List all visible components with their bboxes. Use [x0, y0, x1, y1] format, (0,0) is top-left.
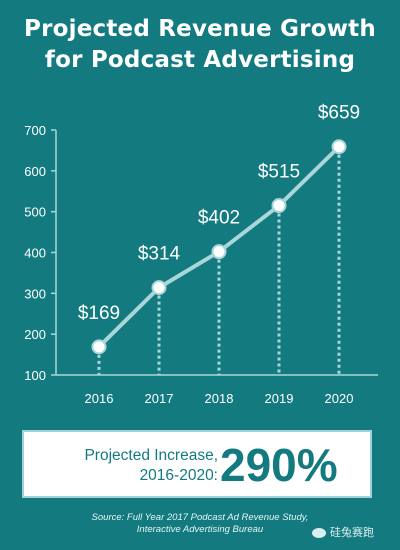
data-label: $515 — [258, 162, 300, 183]
source-line1: Source: Full Year 2017 Podcast Ad Revenu… — [91, 512, 309, 523]
callout-label-line2: 2016-2020: — [139, 467, 218, 484]
data-point — [151, 280, 167, 296]
source-line2: Interactive Advertising Bureau — [136, 524, 264, 535]
data-point — [91, 339, 107, 355]
source-note: Source: Full Year 2017 Podcast Ad Revenu… — [0, 512, 400, 536]
data-point — [331, 139, 347, 155]
y-tick-label: 100 — [24, 368, 46, 383]
watermark: 硅兔赛跑 — [312, 524, 374, 540]
x-tick-label: 2016 — [85, 391, 114, 406]
x-tick-label: 2017 — [145, 391, 174, 406]
line-chart: 100 200 300 400 500 600 700 2016 2017 2018 2019 202… — [24, 103, 378, 406]
chart-title: Projected Revenue Growth for Podcast Adv… — [0, 14, 400, 76]
data-point — [271, 198, 287, 214]
chart-title-line1: Projected Revenue Growth — [24, 16, 376, 42]
x-tick-label: 2019 — [265, 391, 294, 406]
y-tick-label: 400 — [24, 246, 46, 261]
callout-label: Projected Increase, 2016-2020: — [38, 446, 218, 486]
y-tick-label: 600 — [24, 164, 46, 179]
y-tick-label: 200 — [24, 327, 46, 342]
data-label: $169 — [78, 303, 120, 324]
chart-title-line2: for Podcast Advertising — [44, 47, 356, 73]
y-tick-label: 300 — [24, 286, 46, 301]
callout-value: 290% — [220, 439, 338, 491]
y-tick-label: 500 — [24, 205, 46, 220]
x-tick-label: 2018 — [205, 391, 234, 406]
data-label: $659 — [318, 103, 360, 124]
wechat-icon — [312, 528, 326, 538]
projected-increase-callout: Projected Increase, 2016-2020: 290% — [20, 428, 374, 500]
x-tick-label: 2020 — [325, 391, 354, 406]
data-label: $314 — [138, 244, 181, 265]
data-label: $402 — [198, 208, 240, 229]
data-point — [211, 244, 227, 260]
callout-label-line1: Projected Increase, — [84, 447, 218, 464]
watermark-text: 硅兔赛跑 — [330, 526, 374, 539]
y-tick-label: 700 — [24, 123, 46, 138]
